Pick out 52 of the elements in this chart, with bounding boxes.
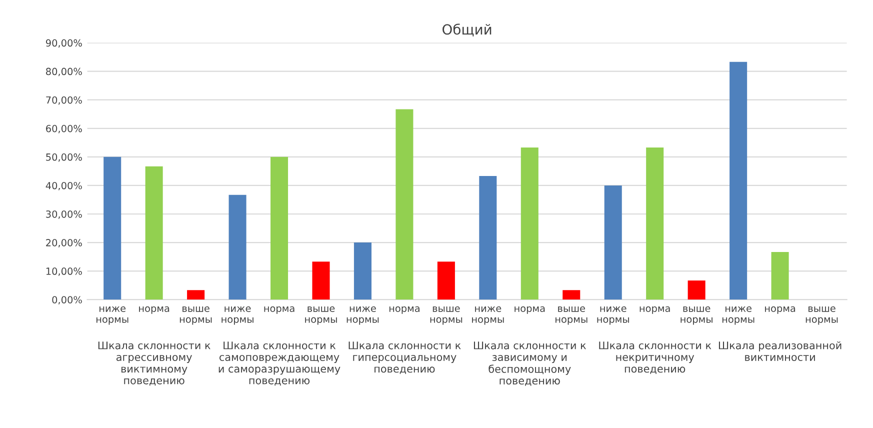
bar	[270, 156, 288, 300]
bar	[520, 148, 538, 300]
bar	[187, 290, 205, 300]
x-tick-label: ниже нормы	[472, 306, 504, 325]
chart-title: Общий	[442, 24, 492, 36]
bar	[354, 242, 372, 300]
bar	[730, 62, 748, 300]
x-tick-label: выше нормы	[680, 306, 712, 325]
y-tick-label: 60,00%	[46, 124, 82, 134]
x-tick-label: норма	[139, 306, 170, 314]
bar	[396, 109, 414, 300]
y-tick-label: 10,00%	[46, 268, 82, 276]
bar	[479, 176, 497, 300]
x-tick-label: ниже нормы	[722, 306, 754, 325]
x-tick-label: норма	[640, 306, 670, 314]
x-tick-label: выше нормы	[305, 306, 337, 325]
x-tick-label: норма	[264, 306, 294, 314]
bar	[646, 148, 664, 300]
bar	[312, 262, 330, 300]
x-tick-label: ниже нормы	[346, 306, 379, 325]
bar	[104, 156, 122, 300]
x-tick-label: ниже нормы	[597, 306, 629, 325]
x-tick-label: ниже нормы	[222, 306, 254, 325]
y-tick-label: 70,00%	[46, 96, 82, 105]
text: Шкала реализованной виктимности	[718, 341, 842, 361]
x-tick-label: норма	[514, 306, 545, 314]
x-tick-label: норма	[765, 306, 796, 314]
y-tick-label: 40,00%	[46, 182, 82, 190]
bar	[771, 252, 789, 300]
y-tick-label: 20,00%	[46, 239, 82, 248]
x-tick-label: норма	[389, 306, 420, 314]
bar	[562, 290, 580, 300]
text: Шкала склонности к гиперсоциальному поведению	[348, 342, 461, 374]
x-tick-label: выше нормы	[430, 306, 462, 325]
text: Шкала склонности к самоповреждающему и саморазрушающему поведению	[218, 342, 340, 386]
x-tick-label: выше нормы	[806, 306, 838, 325]
text: Шкала склонности к зависимому и беспомощному поведению	[474, 342, 586, 386]
bar	[145, 166, 163, 300]
bar	[437, 262, 455, 300]
y-tick-label: 90,00%	[46, 39, 82, 48]
y-tick-label: 50,00%	[46, 153, 82, 162]
x-tick-label: ниже нормы	[96, 306, 128, 325]
y-tick-label: 80,00%	[46, 68, 82, 76]
x-tick-label: выше нормы	[556, 306, 588, 325]
bar	[228, 194, 246, 300]
text: Шкала склонности к агрессивному виктимному поведению	[98, 342, 210, 386]
bar	[688, 280, 706, 300]
x-tick-label: выше нормы	[180, 306, 212, 325]
bar	[604, 185, 622, 300]
y-tick-label: 30,00%	[46, 210, 82, 219]
y-tick-label: 0,00%	[52, 296, 82, 304]
text: Шкала склонности к некритичному поведению	[599, 342, 712, 374]
